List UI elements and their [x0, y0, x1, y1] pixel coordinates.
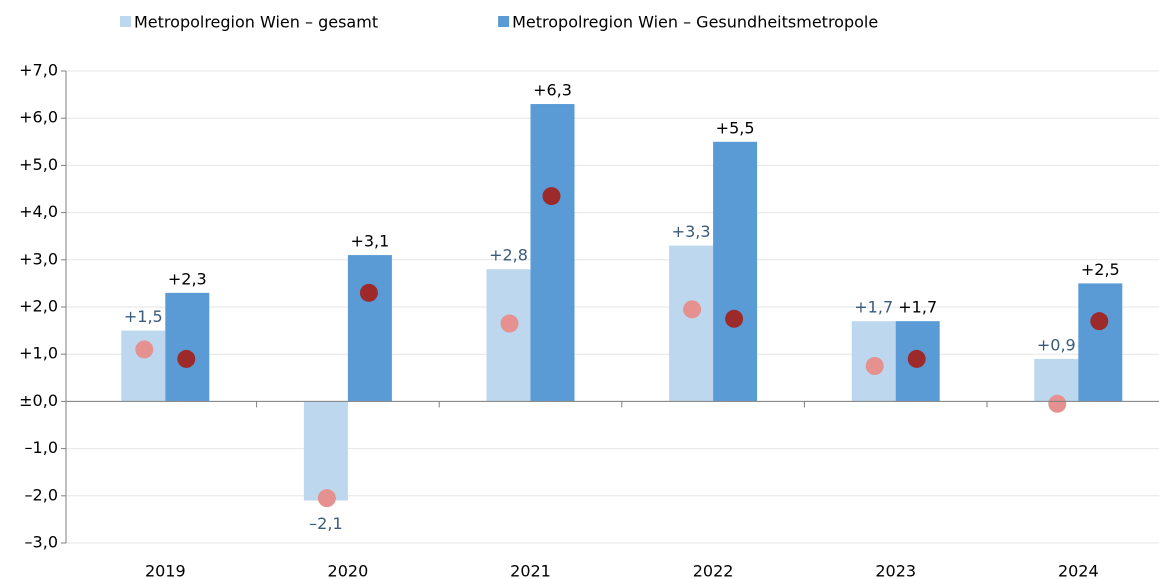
- x-tick-label: 2024: [1058, 562, 1099, 579]
- y-tick-label: +7,0: [19, 61, 58, 80]
- value-label: +5,5: [716, 118, 755, 137]
- dot: [542, 187, 561, 206]
- legend-label: Metropolregion Wien – gesamt: [134, 13, 378, 32]
- value-label: +0,9: [1037, 335, 1076, 354]
- legend-label: Metropolregion Wien – Gesundheitsmetropo…: [512, 13, 878, 32]
- dot: [359, 283, 378, 302]
- x-tick-label: 2023: [875, 562, 916, 579]
- value-label: +3,1: [350, 232, 389, 251]
- x-tick-label: 2022: [693, 562, 734, 579]
- y-tick-label: ±0,0: [19, 391, 58, 410]
- dot: [725, 309, 744, 328]
- dot: [177, 349, 196, 368]
- dot: [865, 357, 884, 375]
- dot: [500, 314, 519, 333]
- bar: [1034, 358, 1079, 402]
- x-tick-label: 2021: [510, 562, 551, 579]
- x-tick-label: 2019: [145, 562, 186, 579]
- bar: [669, 245, 714, 402]
- value-label: +1,7: [898, 298, 937, 317]
- bar: [1078, 283, 1123, 402]
- y-tick-label: –3,0: [25, 533, 58, 552]
- legend-swatch: [498, 16, 510, 27]
- value-label: +1,5: [124, 307, 163, 326]
- dot: [1090, 312, 1109, 331]
- bar: [486, 269, 531, 402]
- y-tick-label: +4,0: [19, 202, 58, 221]
- y-tick-label: +1,0: [19, 344, 58, 363]
- value-label: +2,3: [168, 269, 207, 288]
- y-tick-label: +6,0: [19, 108, 58, 127]
- bar: [303, 401, 348, 501]
- x-tick-label: 2020: [328, 562, 369, 579]
- bar: [165, 292, 210, 402]
- dot: [683, 300, 702, 319]
- y-tick-label: +5,0: [19, 155, 58, 174]
- value-label: +1,7: [854, 298, 893, 317]
- value-label: +6,3: [533, 81, 572, 100]
- y-tick-label: +2,0: [19, 297, 58, 316]
- value-label: +3,3: [672, 222, 711, 241]
- y-tick-label: –1,0: [25, 438, 58, 457]
- legend-swatch: [120, 16, 131, 27]
- y-tick-label: –2,0: [25, 485, 58, 504]
- bar: [530, 104, 575, 402]
- dot: [135, 340, 154, 359]
- dot: [317, 489, 336, 508]
- value-label: +2,5: [1081, 260, 1120, 279]
- dot: [907, 349, 926, 368]
- bar: [347, 255, 392, 402]
- value-label: +2,8: [489, 246, 528, 265]
- value-label: –2,1: [309, 514, 342, 533]
- y-tick-label: +3,0: [19, 249, 58, 268]
- dot: [1048, 394, 1067, 413]
- bar: [713, 141, 758, 402]
